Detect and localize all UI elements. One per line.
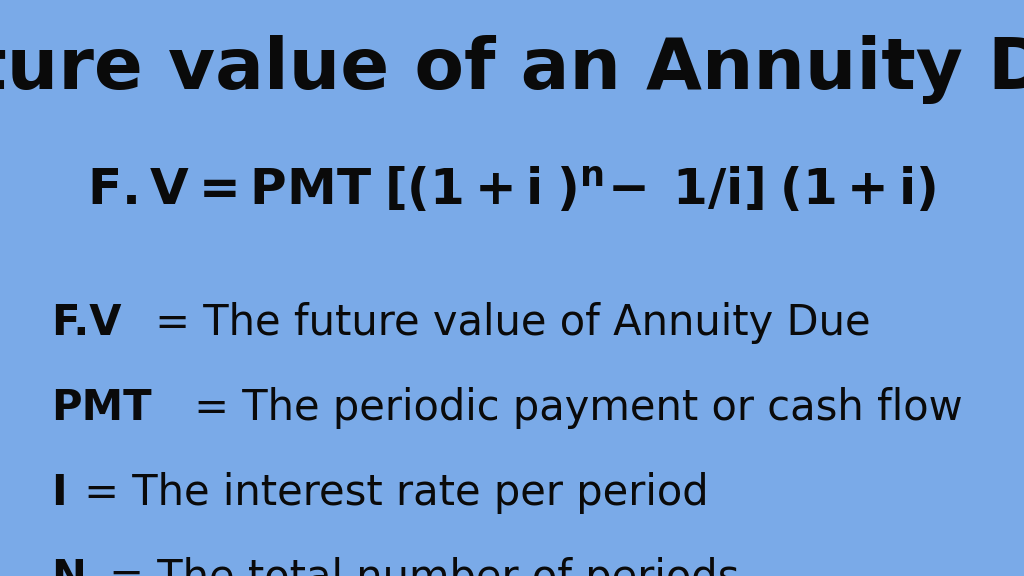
Text: PMT: PMT [51, 387, 152, 429]
Text: = The total number of periods.: = The total number of periods. [96, 558, 753, 576]
Text: = The future value of Annuity Due: = The future value of Annuity Due [142, 302, 870, 343]
Text: Future value of an Annuity Due: Future value of an Annuity Due [0, 35, 1024, 104]
Text: = The interest rate per period: = The interest rate per period [72, 472, 709, 514]
Text: = The periodic payment or cash flow: = The periodic payment or cash flow [181, 387, 963, 429]
Text: $\bf{F.V = PMT\;[(1 + i\;)^n\!-\;1/i]\;(1+i)}$: $\bf{F.V = PMT\;[(1 + i\;)^n\!-\;1/i]\;(… [87, 165, 937, 215]
Text: F.V: F.V [51, 302, 122, 343]
Text: I: I [51, 472, 67, 514]
Text: N: N [51, 558, 86, 576]
